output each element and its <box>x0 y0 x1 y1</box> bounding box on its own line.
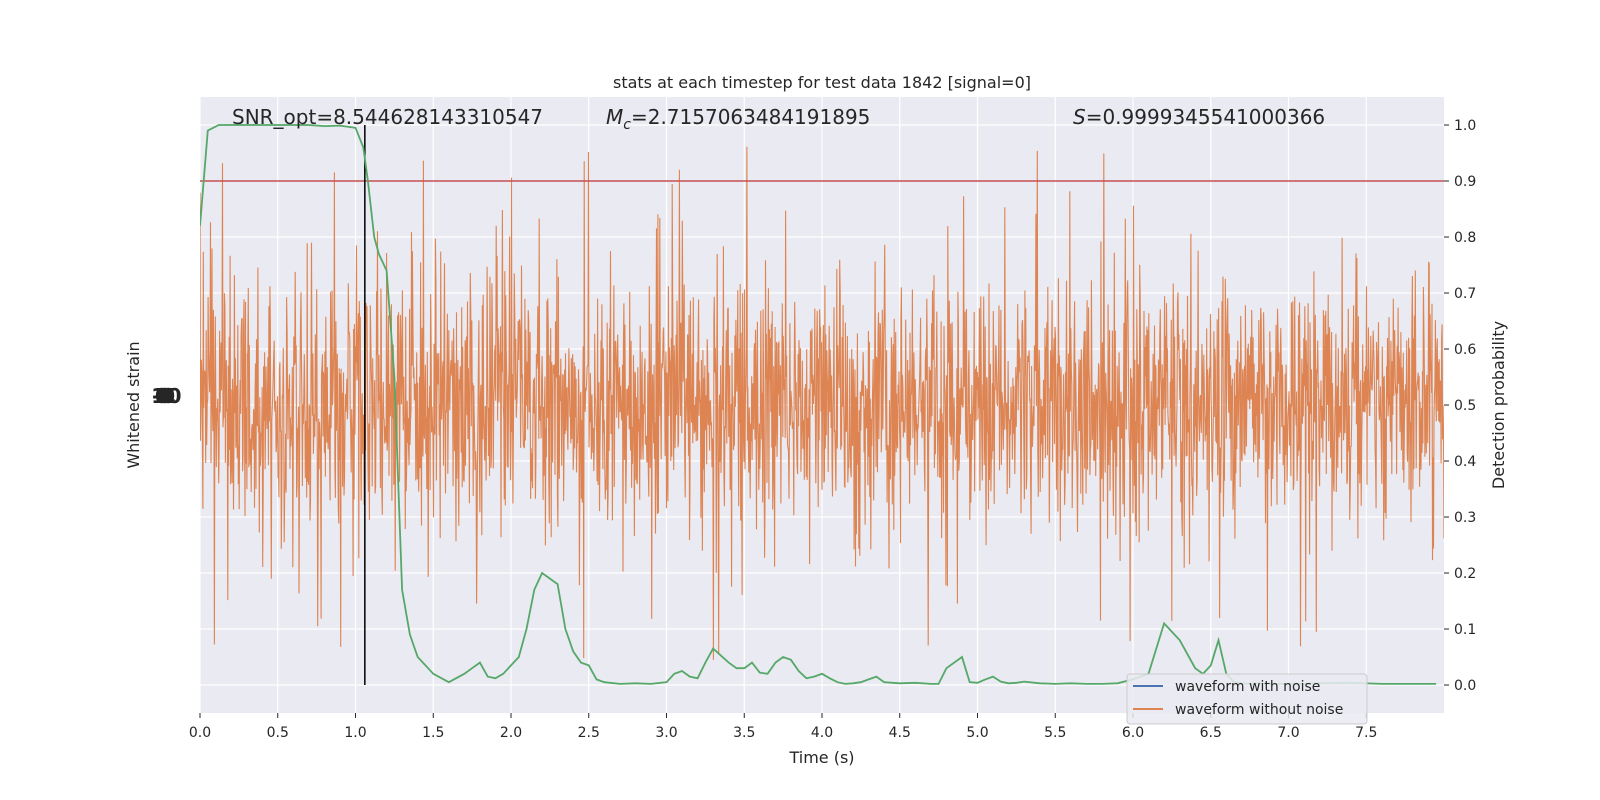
y-tick-label-8: 0.8 <box>1454 230 1476 246</box>
y-axis-left-label: Whitened strain <box>124 341 143 468</box>
x-tick-label-9: 4.5 <box>889 725 911 741</box>
probability-line <box>200 124 1437 685</box>
s-annotation: S=0.9999345541000366 <box>1073 105 1325 129</box>
x-tick-label-2: 1.0 <box>344 725 366 741</box>
y-tick-label-1: 0.1 <box>1454 622 1476 638</box>
x-tick-label-0: 0.0 <box>189 725 211 741</box>
y-axis-right-label: Detection probability <box>1489 321 1508 489</box>
x-tick-label-10: 5.0 <box>966 725 988 741</box>
x-tick-label-15: 7.5 <box>1355 725 1377 741</box>
left-axis-overlapping-ticklabels: -1.0 0.0 1.0 <box>152 384 181 408</box>
legend-label-without-noise: waveform without noise <box>1175 702 1343 718</box>
x-axis-label: Time (s) <box>788 748 854 767</box>
snr-annotation: SNR_opt=8.544628143310547 <box>232 105 543 129</box>
y-tick-label-10: 1.0 <box>1454 118 1476 134</box>
y-tick-label-2: 0.2 <box>1454 566 1476 582</box>
x-tick-label-6: 3.0 <box>655 725 677 741</box>
chart-title: stats at each timestep for test data 184… <box>613 73 1031 92</box>
x-tick-label-7: 3.5 <box>733 725 755 741</box>
x-tick-label-5: 2.5 <box>578 725 600 741</box>
x-tick-label-13: 6.5 <box>1200 725 1222 741</box>
x-tick-label-3: 1.5 <box>422 725 444 741</box>
y-tick-label-9: 0.9 <box>1454 174 1476 190</box>
waveform-without-noise-series <box>200 146 1444 660</box>
y-tick-label-7: 0.7 <box>1454 286 1476 302</box>
x-tick-label-4: 2.0 <box>500 725 522 741</box>
legend-label-with-noise: waveform with noise <box>1175 679 1320 695</box>
x-tick-label-11: 5.5 <box>1044 725 1066 741</box>
x-tick-label-12: 6.0 <box>1122 725 1144 741</box>
y-tick-label-6: 0.6 <box>1454 342 1476 358</box>
detection-probability-series <box>200 124 1437 685</box>
x-axis-ticks: 0.0 0.5 1.0 1.5 2.0 2.5 3.0 3.5 4.0 4.5 5.0 5.5 6.0 6… <box>189 713 1377 741</box>
chirp-mass-annotation: Mc=2.7157063484191895 <box>606 105 870 133</box>
x-tick-label-8: 4.0 <box>811 725 833 741</box>
x-tick-label-14: 7.0 <box>1277 725 1299 741</box>
y-axis-right-ticks: 0.0 0.1 0.2 0.3 0.4 0.5 0.6 0.7 0.8 0.9 1.0 <box>1444 118 1476 694</box>
y-tick-label-5: 0.5 <box>1454 398 1476 414</box>
legend: waveform with noise waveform without noi… <box>1126 673 1368 725</box>
strain-trace <box>200 146 1444 660</box>
y-tick-label-3: 0.3 <box>1454 510 1476 526</box>
y-tick-label-4: 0.4 <box>1454 454 1476 470</box>
x-tick-label-1: 0.5 <box>267 725 289 741</box>
legend-box <box>1126 673 1368 725</box>
y-tick-label-0: 0.0 <box>1454 678 1476 694</box>
